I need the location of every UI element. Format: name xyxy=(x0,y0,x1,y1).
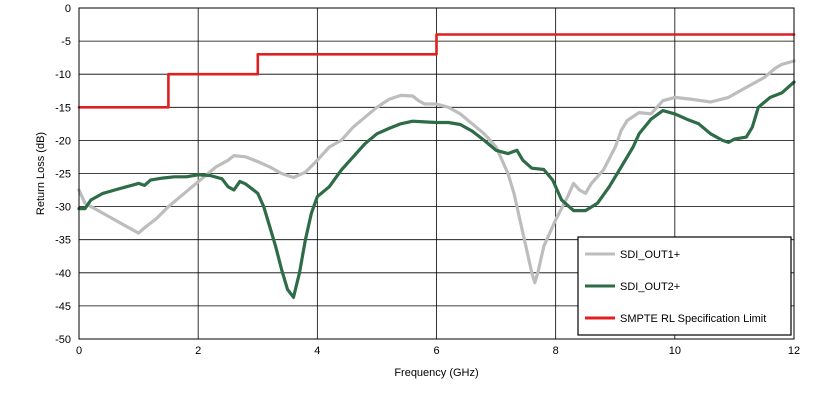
x-tick-label: 10 xyxy=(669,345,681,357)
legend-label: SMPTE RL Specification Limit xyxy=(620,313,766,325)
y-tick-label: -50 xyxy=(55,334,71,346)
legend-label: SDI_OUT1+ xyxy=(620,249,680,261)
x-axis-title: Frequency (GHz) xyxy=(394,367,478,379)
y-tick-label: -10 xyxy=(55,69,71,81)
x-tick-label: 0 xyxy=(76,345,82,357)
y-axis-title: Return Loss (dB) xyxy=(35,132,47,215)
x-tick-label: 12 xyxy=(788,345,800,357)
tick-labels: 0 -5 -10 -15 -20 -25 -30 -35 -40 -45 -50 0 2 4 6 8 10 12 xyxy=(55,3,800,357)
y-tick-label: -45 xyxy=(55,301,71,313)
plot-area xyxy=(78,7,795,340)
series-line-smpte-rl-specification-limit xyxy=(77,33,796,109)
x-tick-label: 4 xyxy=(314,345,320,357)
x-tick-label: 2 xyxy=(195,345,201,357)
y-tick-label: 0 xyxy=(65,3,71,15)
legend-label: SDI_OUT2+ xyxy=(620,281,680,293)
legend: SDI_OUT1+ SDI_OUT2+ SMPTE RL Specification… xyxy=(577,236,792,336)
y-tick-label: -35 xyxy=(55,235,71,247)
y-tick-label: -20 xyxy=(55,135,71,147)
x-tick-label: 6 xyxy=(433,345,439,357)
series-line-sdi-out1 xyxy=(77,59,796,285)
y-tick-label: -5 xyxy=(61,36,71,48)
series-line-sdi-out2 xyxy=(77,80,796,299)
y-tick-label: -40 xyxy=(55,268,71,280)
y-tick-label: -15 xyxy=(55,102,71,114)
y-tick-label: -25 xyxy=(55,169,71,181)
y-tick-label: -30 xyxy=(55,202,71,214)
x-tick-label: 8 xyxy=(553,345,559,357)
series-layer xyxy=(77,33,796,299)
